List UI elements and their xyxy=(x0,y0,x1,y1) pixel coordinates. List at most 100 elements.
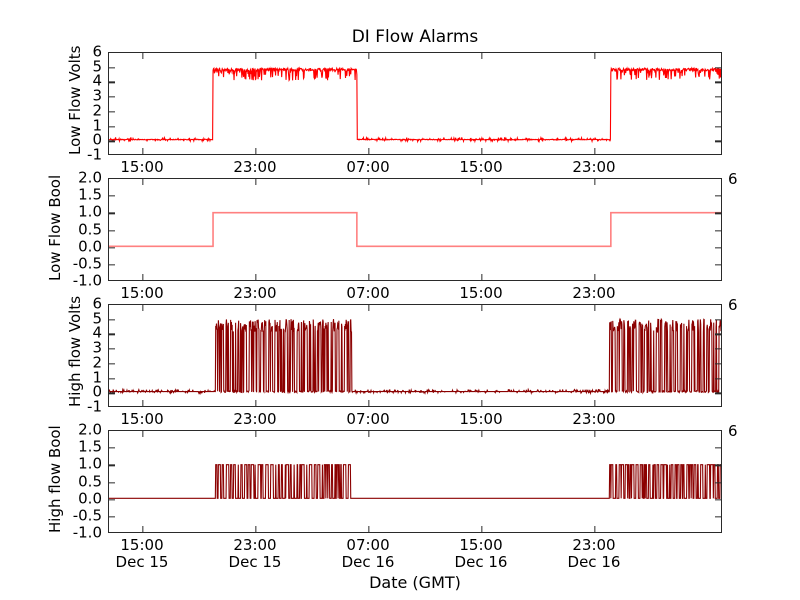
x-tick-mark-bottom-1 xyxy=(594,274,596,280)
y-tick-mark-2 xyxy=(715,377,721,380)
x-tick-mark-top-1 xyxy=(142,179,144,185)
plot-area-2 xyxy=(108,304,722,407)
x-tick-mark-bottom-3 xyxy=(142,526,144,532)
x-tick-time: 23:00 xyxy=(572,410,616,428)
x-tick-time: 15:00 xyxy=(459,158,503,176)
x-tick-mark-top-3 xyxy=(594,431,596,437)
y-tick-label-2-4: 3 xyxy=(92,338,102,357)
y-tick-mark-0 xyxy=(715,140,721,142)
y-tick-mark-3 xyxy=(715,481,721,484)
y-tick-mark-1 xyxy=(715,212,721,214)
x-tick-time: 07:00 xyxy=(346,410,390,428)
y-tick-mark-2 xyxy=(715,363,721,365)
x-tick-time: 15:00 xyxy=(459,536,503,554)
x-tick-mark-bottom-0 xyxy=(368,148,370,154)
x-tick-label-1-3: 15:00 xyxy=(459,285,502,302)
y-tick-label-2-6: 5 xyxy=(92,309,102,328)
plot-area-0 xyxy=(108,52,722,155)
y-tick-mark-2 xyxy=(715,392,721,394)
y-tick-label-2-3: 2 xyxy=(92,353,102,372)
x-tick-mark-top-1 xyxy=(255,179,257,185)
x-tick-mark-bottom-1 xyxy=(368,274,370,280)
y-tick-mark-2 xyxy=(715,319,721,321)
y-tick-label-2-2: 1 xyxy=(92,368,102,387)
x-tick-mark-bottom-3 xyxy=(368,526,370,532)
x-tick-mark-top-2 xyxy=(481,305,483,311)
x-tick-mark-top-1 xyxy=(594,179,596,185)
x-tick-time: 15:00 xyxy=(120,158,164,176)
chart-title: DI Flow Alarms xyxy=(351,27,479,47)
y-tick-mark-2 xyxy=(715,348,721,350)
data-trace-0 xyxy=(109,68,721,141)
x-tick-label-0-2: 07:00 xyxy=(346,159,389,176)
x-tick-mark-top-0 xyxy=(255,53,257,59)
x-tick-time: 07:00 xyxy=(346,536,390,554)
y-tick-mark-2 xyxy=(715,333,721,336)
x-tick-mark-top-0 xyxy=(481,53,483,59)
x-tick-label-2-0: 15:00 xyxy=(120,411,163,428)
x-tick-time: 15:00 xyxy=(459,284,503,302)
x-tick-time: 15:00 xyxy=(459,410,503,428)
x-tick-date: Dec 16 xyxy=(454,552,508,571)
data-trace-2 xyxy=(109,319,721,393)
x-tick-time: 23:00 xyxy=(233,410,277,428)
x-tick-label-3-2: 07:00 Dec 16 xyxy=(342,537,395,571)
y-tick-label-3-4: 1.0 xyxy=(78,454,102,473)
x-tick-mark-bottom-0 xyxy=(594,148,596,154)
data-trace-3 xyxy=(109,465,721,499)
y-tick-label-1-2: 0.0 xyxy=(78,237,102,256)
y-tick-mark-1 xyxy=(109,212,115,214)
y-tick-mark-2 xyxy=(109,363,115,365)
x-tick-time: 23:00 xyxy=(233,158,277,176)
plot-area-3 xyxy=(108,430,722,533)
y-tick-label-2-0: -1 xyxy=(87,397,102,416)
x-tick-mark-top-3 xyxy=(481,431,483,437)
x-tick-mark-bottom-3 xyxy=(594,526,596,532)
y-tick-mark-1 xyxy=(109,264,115,266)
x-tick-mark-top-1 xyxy=(368,179,370,185)
x-tick-mark-top-3 xyxy=(368,431,370,437)
y-tick-mark-3 xyxy=(109,481,115,484)
y-tick-mark-2 xyxy=(109,319,115,321)
y-tick-mark-3 xyxy=(715,447,721,449)
y-tick-label-3-2: 0.0 xyxy=(78,489,102,508)
y-tick-label-1-4: 1.0 xyxy=(78,202,102,221)
y-tick-label-0-0: -1 xyxy=(87,145,102,164)
y-tick-label-2-7: 6 xyxy=(92,294,102,313)
y-axis-label-3: High flow Bool xyxy=(46,425,64,533)
subplot-low-flow-volts: Low Flow Volts -1 0 1 2 3 4 5 6 15:00 23:00 07:00 1… xyxy=(66,44,722,175)
x-axis-label: Date (GMT) xyxy=(369,573,461,592)
y-tick-mark-0 xyxy=(109,140,115,142)
y-tick-mark-2 xyxy=(109,333,115,336)
x-tick-date: Dec 15 xyxy=(228,552,282,571)
x-tick-mark-bottom-2 xyxy=(481,400,483,406)
y-tick-label-3-3: 0.5 xyxy=(78,472,102,490)
y-tick-label-0-1: 0 xyxy=(92,130,102,149)
y-tick-mark-2 xyxy=(109,348,115,350)
y-tick-mark-3 xyxy=(109,516,115,518)
x-tick-label-0-4: 23:00 xyxy=(572,159,615,176)
y-tick-mark-0 xyxy=(109,81,115,84)
y-tick-label-1-0: -1.0 xyxy=(72,271,102,290)
subplot-high-flow-bool: High flow Bool -1.0 -0.5 0.0 0.5 1.0 1.5 2.0 15… xyxy=(46,422,722,570)
y-axis-label-2: High flow Volts xyxy=(66,295,84,407)
x-tick-mark-bottom-0 xyxy=(255,148,257,154)
y-tick-label-3-0: -1.0 xyxy=(72,523,102,542)
x-tick-mark-top-2 xyxy=(142,305,144,311)
x-tick-time: 23:00 xyxy=(572,536,616,554)
overlap-tick-label-6: 6 xyxy=(728,170,738,188)
y-tick-mark-0 xyxy=(715,67,721,69)
x-tick-label-2-1: 23:00 xyxy=(233,411,276,428)
y-tick-mark-0 xyxy=(109,67,115,69)
x-tick-date: Dec 16 xyxy=(341,552,395,571)
x-tick-label-3-0: 15:00 Dec 15 xyxy=(116,537,169,571)
x-tick-label-0-0: 15:00 xyxy=(120,159,163,176)
y-tick-label-0-6: 5 xyxy=(92,57,102,76)
y-tick-mark-3 xyxy=(109,464,115,466)
x-tick-date: Dec 16 xyxy=(567,552,621,571)
y-tick-mark-1 xyxy=(109,229,115,232)
x-tick-date: Dec 15 xyxy=(115,552,169,571)
x-tick-label-3-3: 15:00 Dec 16 xyxy=(455,537,508,571)
x-tick-label-2-4: 23:00 xyxy=(572,411,615,428)
